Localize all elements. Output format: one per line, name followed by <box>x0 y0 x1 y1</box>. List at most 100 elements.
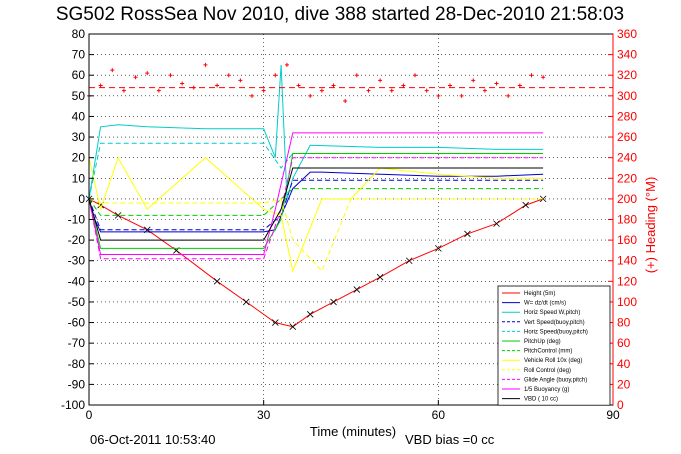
height-marker <box>405 257 413 265</box>
heading-point <box>284 62 289 67</box>
heading-point <box>296 83 301 88</box>
heading-point <box>110 68 115 73</box>
heading-point <box>424 88 429 93</box>
height-marker <box>272 319 279 326</box>
heading-point <box>471 78 476 83</box>
series-line-4 <box>88 142 544 200</box>
y-tick-label: 40 <box>72 109 86 123</box>
y2-tick-label: 20 <box>617 377 631 391</box>
y-tick-label: -20 <box>68 233 86 247</box>
heading-point <box>401 83 406 88</box>
legend: Height (5m) W= dz/dt (cm/s) Horiz Speed W,… <box>497 285 611 406</box>
heading-point <box>541 75 546 80</box>
y2-tick-label: 360 <box>617 27 637 41</box>
legend-label: Vehicle Roll 10x (deg) <box>524 358 582 364</box>
y2-tick-label: 260 <box>617 130 637 144</box>
heading-point <box>517 83 522 88</box>
heading-point <box>273 73 278 78</box>
heading-point <box>261 88 266 93</box>
heading-point <box>180 81 185 86</box>
y-tick-label: -10 <box>68 213 86 227</box>
y-tick-label: 70 <box>72 48 86 62</box>
heading-point <box>168 73 173 78</box>
heading-point <box>203 62 208 67</box>
legend-label: PitchUp (deg) <box>524 339 561 345</box>
heading-point <box>98 83 103 88</box>
y2-tick-label: 300 <box>617 89 637 103</box>
height-marker <box>464 230 471 238</box>
height-marker <box>330 298 337 306</box>
footer-date: 06-Oct-2011 10:53:40 <box>90 432 216 447</box>
y2-tick-label: 160 <box>617 233 637 247</box>
y-tick-label: -90 <box>68 377 86 391</box>
height-marker <box>114 212 122 219</box>
series-line-9 <box>88 157 544 260</box>
height-marker <box>522 201 529 209</box>
heading-point <box>354 73 359 78</box>
x-axis-label: Time (minutes) <box>310 424 396 439</box>
heading-point <box>436 93 441 98</box>
heading-point <box>238 78 243 83</box>
heading-point <box>215 83 220 88</box>
y2-tick-label: 60 <box>617 336 631 350</box>
y2-tick-label: 120 <box>617 274 637 288</box>
legend-label: VBD ( 10 cc) <box>524 397 558 403</box>
y2-tick-label: 80 <box>617 316 631 330</box>
y-tick-label: -30 <box>68 254 86 268</box>
heading-point <box>447 83 452 88</box>
y2-tick-label: 240 <box>617 151 637 165</box>
legend-label: Glide Angle (buoy,pitch) <box>524 377 587 383</box>
height-marker <box>376 273 384 281</box>
height-marker <box>435 245 442 252</box>
footer-note: VBD bias =0 cc <box>405 432 495 447</box>
height-marker <box>306 311 314 318</box>
series-layer <box>85 62 613 330</box>
heading-point <box>308 93 313 98</box>
heading-point <box>413 73 418 78</box>
legend-box <box>497 285 611 406</box>
heading-point <box>331 83 336 88</box>
y-tick-label: 20 <box>72 151 86 165</box>
legend-label: PitchControl (mm) <box>524 349 572 355</box>
y-tick-label: -50 <box>68 295 86 309</box>
series-line-3 <box>88 179 544 231</box>
heading-point <box>506 93 511 98</box>
y-tick-label: -70 <box>68 336 86 350</box>
y-tick-label: -100 <box>61 398 85 412</box>
height-marker <box>242 298 250 306</box>
y-tick-label: -80 <box>68 357 86 371</box>
y2-tick-label: 40 <box>617 357 631 371</box>
legend-label: Horiz Speed(buoy,pitch) <box>524 329 588 335</box>
y2-tick-label: 220 <box>617 171 637 185</box>
y2-tick-label: 200 <box>617 192 637 206</box>
heading-point <box>226 73 231 78</box>
heading-point <box>133 75 138 80</box>
height-marker <box>353 286 361 293</box>
heading-point <box>156 88 161 93</box>
x-tick-label: 90 <box>606 408 620 422</box>
y-tick-label: 30 <box>72 130 86 144</box>
x-tick-label: 60 <box>432 408 446 422</box>
legend-label: Vert Speed(buoy,pitch) <box>524 320 585 326</box>
series-line-6 <box>88 188 544 216</box>
y-tick-label: 0 <box>78 192 85 206</box>
x-tick-label: 0 <box>86 408 93 422</box>
x-tick-label: 30 <box>257 408 271 422</box>
heading-point <box>250 93 255 98</box>
height-marker <box>289 323 297 330</box>
heading-point <box>366 88 371 93</box>
heading-point <box>343 98 348 103</box>
right-axis-label: (+) Heading (°M) <box>643 177 658 274</box>
y2-tick-label: 0 <box>617 398 624 412</box>
y2-tick-label: 180 <box>617 213 637 227</box>
series-line-7 <box>88 156 544 273</box>
y2-tick-label: 100 <box>617 295 637 309</box>
heading-point <box>389 88 394 93</box>
y-tick-label: -40 <box>68 274 86 288</box>
legend-label: Height (5m) <box>524 291 555 297</box>
y-tick-label: 80 <box>72 27 86 41</box>
series-line-10 <box>88 132 544 255</box>
heading-point <box>121 88 126 93</box>
y2-tick-label: 340 <box>617 48 637 62</box>
